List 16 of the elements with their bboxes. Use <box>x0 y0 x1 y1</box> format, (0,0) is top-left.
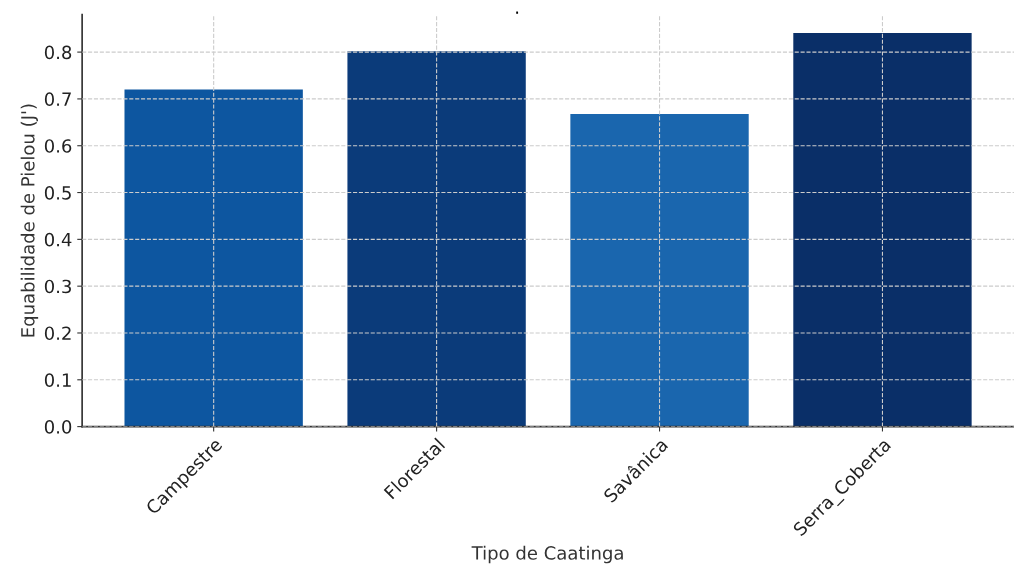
chart-title: . <box>516 11 519 14</box>
bar <box>347 51 526 427</box>
y-tick-label: 0.1 <box>44 373 71 387</box>
y-axis-title: Equabilidade de Pielou (J') <box>20 104 39 337</box>
y-tick-label: 0.3 <box>44 279 71 294</box>
x-axis-title: Tipo de Caatinga <box>471 545 623 564</box>
y-tick-label: 0.6 <box>44 139 72 153</box>
y-tick-label: 0.2 <box>44 326 71 341</box>
y-tick-label: 0.8 <box>44 45 72 60</box>
bar <box>124 89 303 427</box>
y-tick-label: 0.4 <box>44 232 72 247</box>
y-tick-label: 0.0 <box>44 420 72 434</box>
y-tick-label: 0.5 <box>44 186 71 200</box>
y-tick-label: 0.7 <box>44 92 71 107</box>
bar <box>570 113 749 427</box>
bar <box>793 32 972 427</box>
